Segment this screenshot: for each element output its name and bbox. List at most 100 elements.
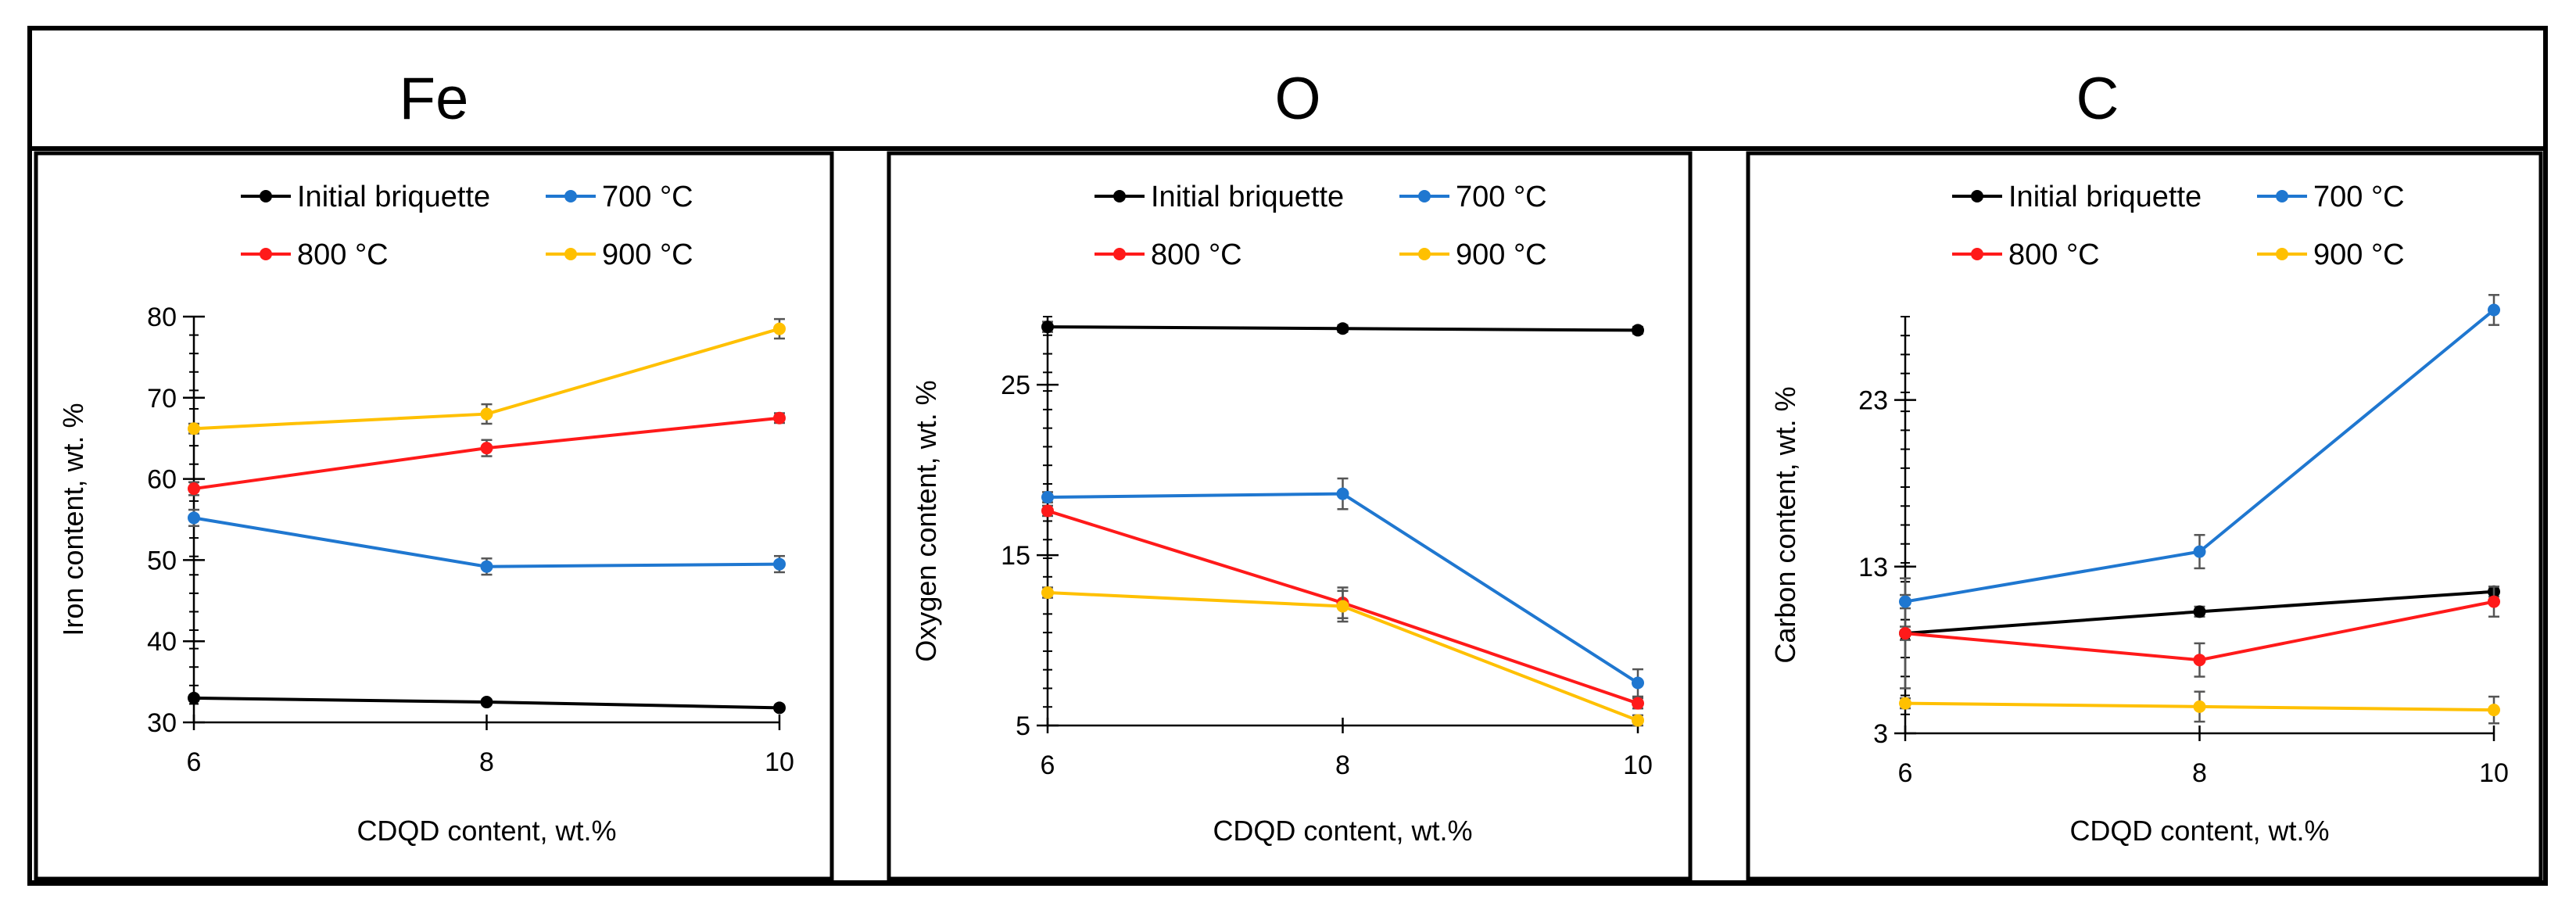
series-800c (1899, 586, 2500, 678)
y-tick-label: 13 (1858, 553, 1888, 582)
y-tick-label: 23 (1858, 386, 1888, 416)
y-tick-label: 60 (147, 465, 177, 495)
y-tick-label: 5 (1016, 711, 1030, 741)
legend-swatch-marker (1971, 190, 1983, 202)
x-axis-label: CDQD content, wt.% (2069, 815, 2329, 847)
data-point-900c (480, 407, 493, 421)
data-point-700c (1632, 676, 1644, 690)
x-tick-label: 6 (1898, 758, 1913, 788)
chart-box (34, 151, 834, 881)
x-tick-label: 6 (187, 747, 202, 777)
data-point-800c (1899, 627, 1911, 640)
y-tick-label: 50 (147, 546, 177, 575)
legend-entry-800c: 800 °C (297, 238, 389, 271)
legend-swatch-marker (2276, 248, 2288, 260)
data-point-700c (1041, 490, 1054, 503)
y-tick-label: 30 (147, 708, 177, 738)
legend-entry-700c: 700 °C (2313, 181, 2405, 213)
data-point-800c (773, 411, 786, 425)
x-tick-label: 10 (1623, 751, 1653, 780)
legend-entry-700c: 700 °C (602, 181, 693, 213)
data-point-initial-briquette (1041, 321, 1054, 334)
legend-swatch-marker (564, 190, 577, 202)
y-tick-label: 40 (147, 627, 177, 657)
data-point-700c (480, 560, 493, 573)
data-point-initial-briquette (1632, 324, 1644, 337)
legend-entry-900c: 900 °C (1456, 238, 1547, 271)
y-tick-label: 25 (1001, 371, 1030, 400)
x-axis-label: CDQD content, wt.% (356, 815, 616, 847)
legend-swatch-marker (1418, 248, 1431, 260)
data-point-800c (1632, 697, 1644, 710)
data-point-700c (1899, 595, 1911, 608)
carbon-panel: C 3 13 23 6 8 10 CDQD content, wt.% Carbon conte… (1746, 66, 2543, 881)
data-point-900c (188, 422, 200, 435)
data-point-800c (480, 442, 493, 455)
chart-box (1746, 151, 2543, 881)
legend-swatch-marker (564, 248, 577, 260)
data-point-initial-briquette (773, 701, 786, 715)
series-initial-briquette (188, 691, 786, 715)
panel-title: Fe (399, 66, 469, 132)
series-900c (188, 317, 786, 435)
legend-swatch-marker (1418, 190, 1431, 202)
legend-entry-initial-briquette: Initial briquette (2008, 181, 2202, 213)
chart-box (887, 151, 1693, 881)
data-point-800c (188, 482, 200, 496)
series-900c (1899, 690, 2500, 725)
data-point-initial-briquette (188, 691, 200, 704)
panel-title: O (1274, 66, 1320, 132)
data-point-900c (2193, 700, 2206, 713)
x-tick-label: 10 (765, 747, 794, 777)
data-point-800c (2193, 654, 2206, 667)
series-700c (1041, 477, 1644, 698)
data-point-900c (1041, 586, 1054, 600)
legend-swatch-marker (1113, 248, 1126, 260)
data-point-initial-briquette (480, 696, 493, 709)
data-point-700c (2488, 303, 2500, 317)
legend-entry-800c: 800 °C (1151, 238, 1242, 271)
y-tick-label: 3 (1873, 719, 1888, 749)
data-point-700c (2193, 545, 2206, 558)
legend-entry-initial-briquette: Initial briquette (297, 181, 490, 213)
legend-swatch-marker (2276, 190, 2288, 202)
data-point-800c (1041, 504, 1054, 518)
data-point-800c (2488, 595, 2500, 608)
data-point-900c (1899, 697, 1911, 710)
series-800c (188, 411, 786, 496)
data-point-900c (1632, 714, 1644, 727)
data-point-700c (188, 511, 200, 525)
y-axis-label: Iron content, wt. % (57, 403, 89, 636)
series-initial-briquette (1041, 321, 1644, 337)
x-tick-label: 8 (479, 747, 494, 777)
y-axis-label: Oxygen content, wt. % (910, 380, 942, 661)
fe-panel: Fe 30 40 50 60 70 80 6 8 10 CDQD content, wt.% Iron… (34, 66, 834, 881)
data-point-initial-briquette (1336, 322, 1349, 335)
data-point-900c (773, 322, 786, 335)
x-tick-label: 10 (2479, 758, 2509, 788)
panel-title: C (2076, 66, 2119, 132)
legend-entry-700c: 700 °C (1456, 181, 1547, 213)
x-tick-label: 8 (2192, 758, 2207, 788)
oxygen-panel: O 5 15 25 6 8 10 CDQD content, wt.% Oxygen conte… (887, 66, 1693, 881)
legend-swatch-marker (260, 190, 272, 202)
y-tick-label: 15 (1001, 541, 1030, 571)
series-700c (188, 508, 786, 576)
x-tick-label: 6 (1041, 751, 1055, 780)
legend-swatch-marker (260, 248, 272, 260)
x-tick-label: 8 (1335, 751, 1350, 780)
legend-swatch-marker (1971, 248, 1983, 260)
y-tick-label: 80 (147, 303, 177, 332)
data-point-900c (2488, 704, 2500, 717)
data-point-initial-briquette (2193, 605, 2206, 618)
legend-swatch-marker (1113, 190, 1126, 202)
series-900c (1041, 586, 1644, 727)
y-tick-label: 70 (147, 384, 177, 414)
legend-entry-900c: 900 °C (2313, 238, 2405, 271)
data-point-900c (1336, 600, 1349, 613)
data-point-700c (1336, 487, 1349, 500)
legend-entry-initial-briquette: Initial briquette (1151, 181, 1344, 213)
y-axis-label: Carbon content, wt. % (1769, 386, 1801, 663)
x-axis-label: CDQD content, wt.% (1213, 815, 1472, 847)
